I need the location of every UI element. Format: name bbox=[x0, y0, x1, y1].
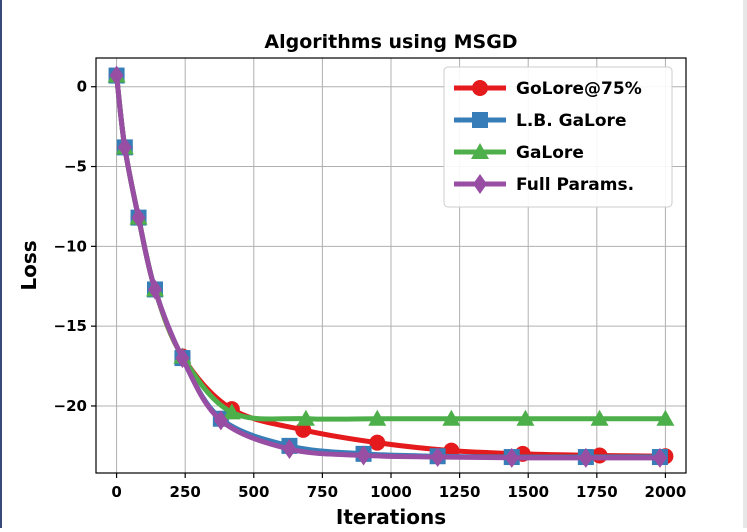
legend-entry: Full Params. bbox=[454, 174, 634, 195]
x-tick-label: 0 bbox=[111, 483, 121, 501]
data-point bbox=[369, 434, 386, 451]
legend-label: GoLore@75% bbox=[516, 79, 642, 99]
data-point bbox=[504, 447, 519, 468]
y-tick-label: −20 bbox=[54, 397, 87, 415]
legend: GoLore@75% L.B. GaLore GaLore Full Params. bbox=[443, 66, 673, 208]
data-point bbox=[368, 409, 387, 426]
y-axis-title: Loss bbox=[17, 240, 41, 290]
x-tick-label: 1500 bbox=[507, 483, 549, 501]
data-point bbox=[213, 410, 228, 431]
legend-box bbox=[443, 66, 673, 208]
data-point bbox=[175, 348, 190, 369]
data-point bbox=[430, 447, 445, 468]
legend-label: GaLore bbox=[516, 143, 584, 163]
x-tick-label: 1250 bbox=[439, 483, 481, 501]
x-tick-label: 250 bbox=[170, 483, 201, 501]
data-point bbox=[131, 207, 146, 228]
legend-entry: GoLore@75% bbox=[454, 79, 642, 99]
legend-marker bbox=[471, 143, 489, 159]
series-3 bbox=[109, 65, 667, 468]
y-tick-label: −5 bbox=[64, 158, 87, 176]
data-point bbox=[222, 403, 241, 420]
data-point bbox=[109, 65, 124, 86]
y-tick-label: −15 bbox=[54, 317, 87, 335]
x-tick-label: 1750 bbox=[576, 483, 618, 501]
data-point bbox=[578, 447, 593, 468]
x-tick-label: 500 bbox=[238, 483, 269, 501]
data-point bbox=[295, 421, 312, 438]
data-point bbox=[282, 439, 297, 460]
data-point bbox=[442, 409, 461, 426]
data-point bbox=[590, 409, 609, 426]
axis-ticks: 0 250 500 750 1000 1250 1500 1750 2000 0 −5 −10 −15 −… bbox=[54, 78, 687, 501]
data-point bbox=[356, 445, 371, 466]
legend-marker bbox=[472, 80, 488, 96]
legend-label: Full Params. bbox=[516, 175, 634, 195]
legend-label: L.B. GaLore bbox=[516, 111, 626, 131]
legend-marker bbox=[473, 174, 487, 194]
window-edge-left bbox=[0, 0, 2, 528]
series-lines bbox=[107, 65, 675, 468]
window-edge-right bbox=[743, 0, 747, 528]
data-point bbox=[652, 447, 667, 468]
data-point bbox=[117, 137, 132, 158]
data-point bbox=[296, 409, 315, 426]
x-tick-label: 2000 bbox=[645, 483, 687, 501]
x-tick-label: 1000 bbox=[370, 483, 412, 501]
legend-entry: L.B. GaLore bbox=[454, 111, 626, 131]
y-tick-label: −10 bbox=[54, 237, 87, 255]
x-tick-label: 750 bbox=[307, 483, 338, 501]
legend-entry: GaLore bbox=[454, 143, 584, 163]
data-point bbox=[148, 279, 162, 300]
y-tick-label: 0 bbox=[77, 78, 87, 96]
legend-marker bbox=[472, 112, 488, 128]
x-axis-title: Iterations bbox=[336, 505, 446, 528]
data-point bbox=[656, 409, 675, 426]
data-point bbox=[516, 409, 535, 426]
chart-title: Algorithms using MSGD bbox=[264, 31, 517, 53]
